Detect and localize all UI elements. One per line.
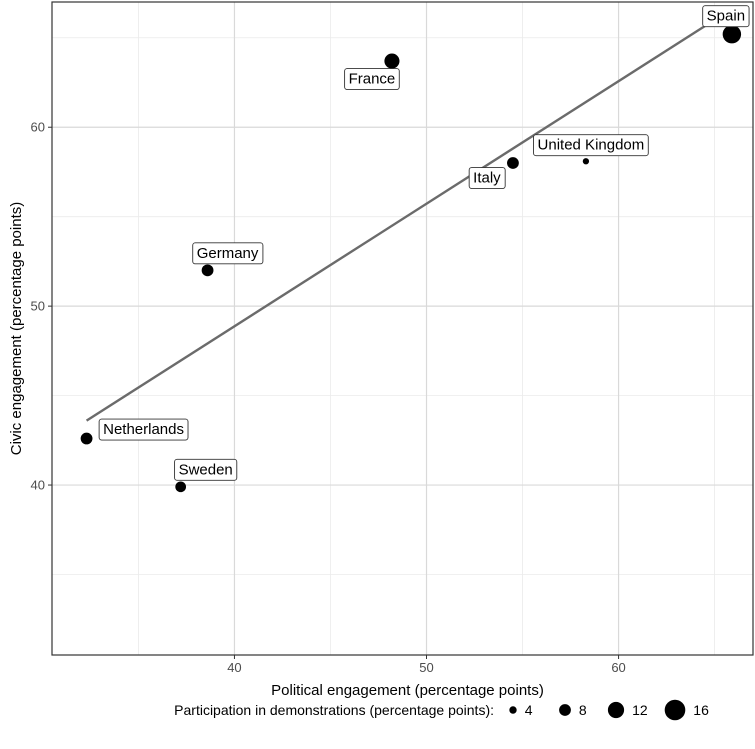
data-point [175, 481, 187, 493]
point-label: Spain [702, 5, 750, 28]
data-point [80, 432, 93, 445]
x-axis-title: Political engagement (percentage points) [271, 682, 544, 699]
point-label-box [192, 242, 264, 265]
point-label-text: Germany [197, 245, 259, 262]
point-labels-group: Spain France United Kingdom Italy Germany Net… [98, 5, 750, 481]
point-label-text: United Kingdom [538, 137, 645, 154]
legend-items: 4 8 12 16 [509, 699, 709, 721]
data-point [582, 158, 590, 165]
legend: Participation in demonstrations (percent… [174, 699, 709, 721]
legend-size-label: 4 [525, 702, 533, 718]
point-label: Netherlands [98, 418, 189, 441]
legend-size-label: 16 [693, 702, 709, 718]
point-label-text: Spain [707, 8, 745, 25]
point-label: Italy [468, 167, 506, 189]
point-label-box [702, 5, 750, 28]
point-label-box [98, 418, 189, 441]
point-label-box [174, 458, 238, 481]
point-label: United Kingdom [533, 134, 649, 157]
grid [52, 2, 753, 655]
points-group [80, 25, 742, 493]
point-label-box [344, 68, 400, 90]
data-point [722, 25, 742, 44]
legend-size-marker [509, 706, 517, 714]
y-axis-title: Civic engagement (percentage points) [8, 202, 25, 455]
data-point [201, 264, 214, 277]
legend-size-label: 8 [579, 702, 587, 718]
point-label: Sweden [174, 458, 238, 481]
data-point [507, 157, 519, 169]
y-tick-label: 60 [31, 120, 45, 135]
point-label: France [344, 68, 400, 90]
point-label: Germany [192, 242, 264, 265]
axis-ticks: 40 50 60 40 50 60 [31, 120, 626, 675]
legend-size-marker [607, 701, 625, 719]
y-tick-label: 40 [31, 478, 45, 493]
legend-size-marker [664, 699, 686, 721]
point-label-box [468, 167, 506, 189]
point-label-text: France [349, 71, 396, 88]
point-label-text: Netherlands [103, 421, 184, 438]
fit-line [85, 18, 716, 422]
x-tick-label: 60 [611, 660, 625, 675]
x-tick-label: 40 [227, 660, 241, 675]
fit-line-group [85, 18, 716, 422]
legend-title: Participation in demonstrations (percent… [174, 702, 494, 718]
legend-size-label: 12 [632, 702, 648, 718]
legend-size-marker [559, 704, 571, 716]
point-label-text: Italy [473, 170, 501, 187]
point-label-text: Sweden [179, 461, 233, 478]
panel-border [51, 1, 754, 656]
y-tick-label: 50 [31, 299, 45, 314]
data-point [384, 53, 400, 69]
point-label-box [533, 134, 649, 157]
x-tick-label: 50 [419, 660, 433, 675]
